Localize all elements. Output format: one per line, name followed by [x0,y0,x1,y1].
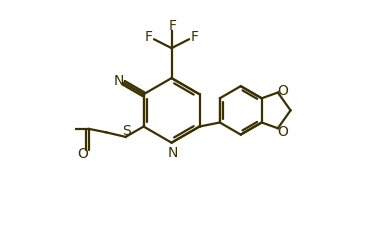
Text: N: N [113,74,124,88]
Text: O: O [77,146,88,160]
Text: F: F [144,30,152,44]
Text: O: O [277,124,288,138]
Text: S: S [122,123,131,137]
Text: O: O [277,84,288,98]
Text: F: F [191,30,199,44]
Text: F: F [169,19,177,33]
Text: N: N [168,145,178,159]
